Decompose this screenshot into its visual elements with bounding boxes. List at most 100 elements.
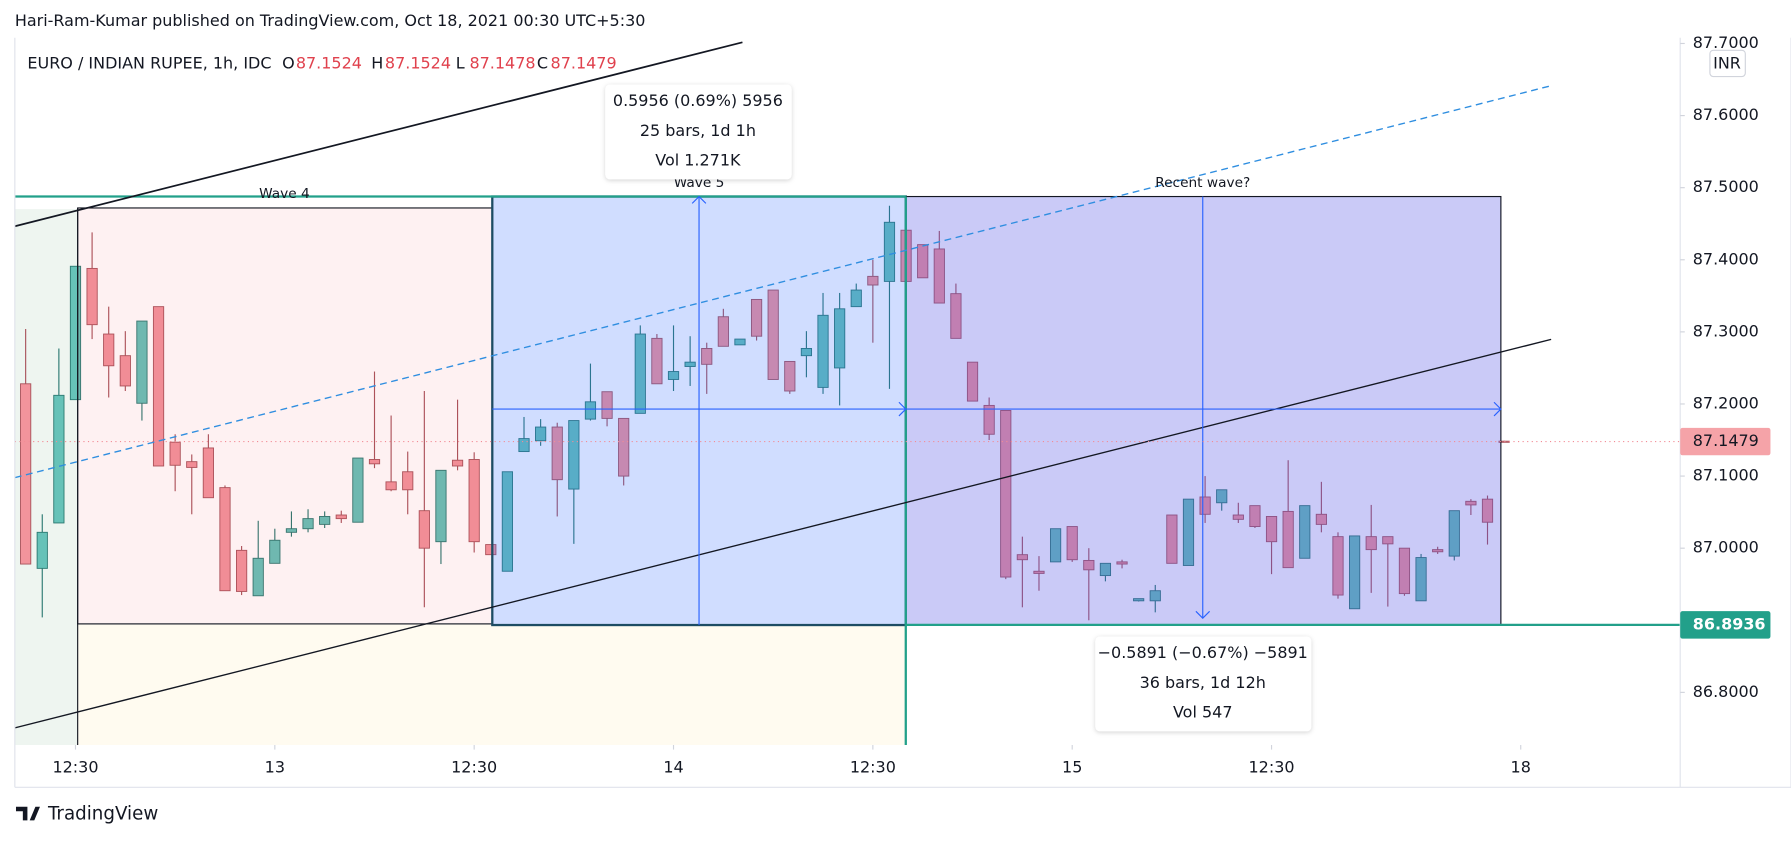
logo [15, 806, 40, 821]
legend-value: 87.1478 [469, 53, 535, 72]
candle-body [734, 338, 746, 346]
candle-body [103, 333, 115, 367]
x-tick-label: 14 [663, 757, 683, 776]
zone [77, 623, 906, 746]
candle-body [867, 275, 879, 286]
legend-value: 87.1479 [551, 53, 617, 72]
y-tick-label: 87.0000 [1693, 538, 1759, 557]
candle-body [1265, 515, 1278, 543]
candle-body [69, 265, 82, 401]
candle-body [451, 459, 464, 467]
candle-body [385, 481, 397, 491]
legend-key: H [371, 53, 383, 72]
candle-body [1332, 536, 1344, 596]
candle-body [252, 557, 264, 597]
y-tick-label: 87.7000 [1693, 33, 1759, 52]
candle-body [302, 518, 314, 530]
y-tick-label: 87.5000 [1693, 177, 1759, 196]
x-tick-label: 13 [265, 757, 285, 776]
measure-text: Vol 1.271K [655, 151, 741, 170]
candle-body [784, 360, 796, 392]
candle-body [319, 515, 331, 525]
y-tick-label: 87.6000 [1693, 105, 1759, 124]
measure-box [1095, 636, 1312, 732]
drawings: Wave 4 Wave 5 Recent wave? 0.5956 (0.69%… [14, 41, 1681, 746]
candle-body [767, 289, 779, 380]
candle-body [983, 404, 995, 435]
candle-body [1365, 536, 1377, 551]
measure-text: 0.5956 (0.69%) 5956 [613, 91, 783, 110]
candle-body [435, 469, 447, 543]
candle-body [186, 461, 198, 468]
candle-body [1083, 559, 1095, 571]
candle-body [634, 333, 646, 414]
legend-key: L [456, 53, 465, 72]
candle-body [368, 459, 381, 465]
candle-body [834, 308, 846, 369]
y-tick-label: 86.8000 [1693, 682, 1759, 701]
candle-body [1166, 514, 1178, 564]
candle-body [236, 549, 248, 592]
measure-text: 36 bars, 1d 12h [1140, 673, 1266, 692]
arrow [1195, 401, 1502, 619]
candle-body [800, 348, 813, 357]
candle-body [402, 471, 414, 491]
candle-body [501, 471, 513, 572]
candle-body [1465, 500, 1477, 506]
x-tick-label: 18 [1511, 757, 1531, 776]
candle-body [1448, 510, 1460, 557]
candle-body [1282, 510, 1294, 569]
candle-body [1299, 505, 1311, 559]
candle-body [1432, 549, 1444, 553]
wave4-box [77, 207, 493, 625]
candle-body [169, 441, 181, 466]
footer: TradingView [47, 804, 158, 825]
legend-key: O [282, 53, 295, 72]
x-tick-label: 15 [1062, 757, 1082, 776]
y-tick-label: 87.1000 [1693, 466, 1759, 485]
price-tag-label: 86.8936 [1693, 614, 1766, 633]
candle-body [717, 316, 729, 347]
candle-body [933, 248, 945, 304]
currency: INR [1713, 53, 1741, 72]
y-tick-label: 87.3000 [1693, 321, 1759, 340]
wave-label: Recent wave? [1155, 175, 1250, 191]
last-price-label: 87.1479 [1693, 431, 1759, 450]
candle-body [119, 355, 131, 387]
trend-line [14, 41, 743, 228]
candle-body [1232, 514, 1244, 520]
candle-body [1000, 410, 1012, 578]
candle-body [1249, 505, 1261, 528]
candle-body [966, 361, 979, 402]
candle-body [86, 267, 98, 326]
measure-box [605, 84, 792, 180]
candle-body [618, 417, 630, 477]
currency-box [1709, 49, 1746, 78]
x-tick-label: 12:30 [52, 757, 98, 776]
trend-line [14, 338, 1552, 729]
dashed-line [14, 85, 1552, 479]
candle-body [485, 544, 497, 556]
candle-body [883, 221, 896, 282]
measure-text: Vol 547 [1173, 703, 1233, 722]
candle-body [285, 528, 298, 533]
measure-text: −0.5891 (−0.67%) −5891 [1098, 643, 1308, 662]
candle-body [219, 487, 231, 592]
legend-key: C [537, 53, 548, 72]
legend-value: 87.1524 [385, 53, 451, 72]
candle-body [1481, 498, 1494, 523]
x-tick-label: 12:30 [1249, 757, 1295, 776]
candle-body [584, 401, 597, 420]
candle-body [202, 447, 214, 499]
candle-body [667, 371, 680, 380]
candle-body [701, 348, 713, 365]
x-tick-label: 12:30 [451, 757, 497, 776]
candle-body [917, 244, 929, 279]
time-axis [14, 745, 1681, 788]
price-axis [1680, 37, 1791, 788]
price-tag [1680, 611, 1771, 639]
candle-body [1398, 547, 1411, 595]
candle-body [1315, 513, 1327, 525]
